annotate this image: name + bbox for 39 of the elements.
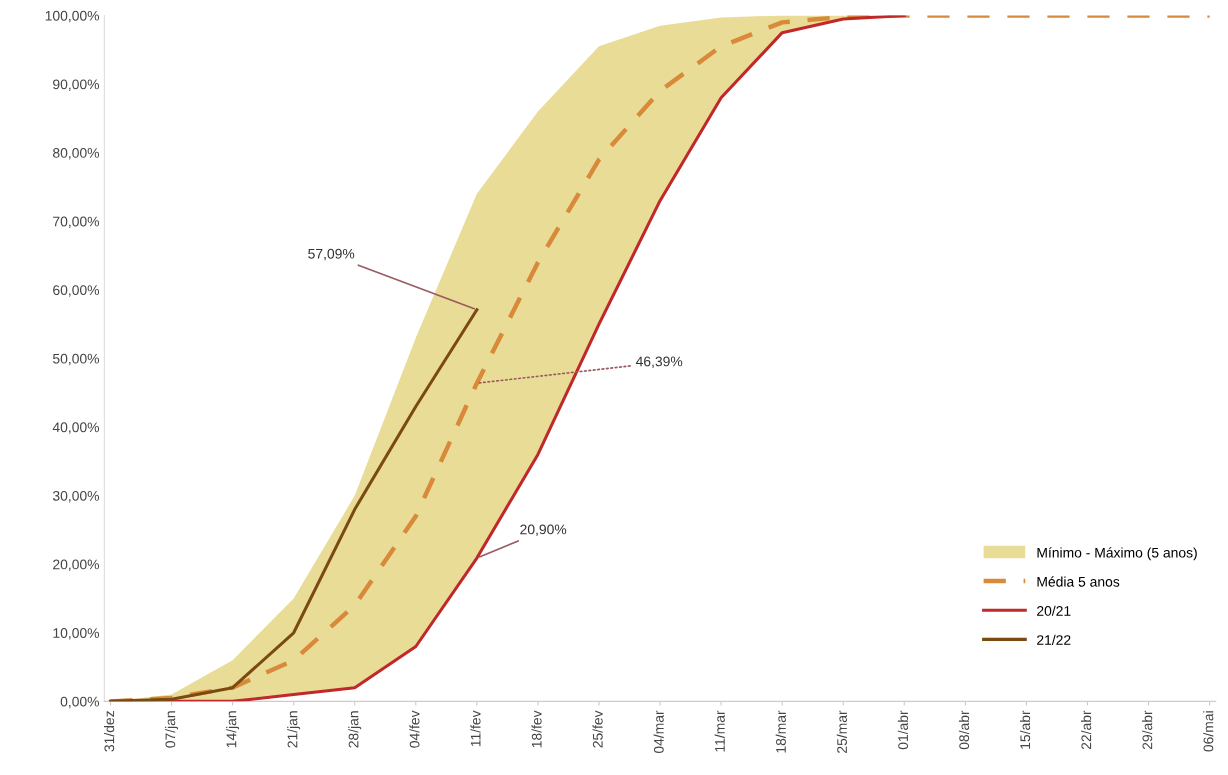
x-tick-label: 18/fev [531, 710, 542, 748]
x-tick-label: 25/mar [836, 710, 847, 753]
legend-label: 21/22 [1037, 634, 1071, 645]
x-tick-label: 07/jan [165, 711, 179, 748]
line-series [108, 308, 479, 702]
x-tick-label: 06/mai [1203, 711, 1214, 752]
annotation: 57,09% [308, 248, 355, 261]
x-tick-label: 18/mar [775, 710, 786, 753]
x-tick-label: 25/fev [592, 710, 603, 748]
y-tick-label: 0,00% [60, 696, 100, 709]
x-tick-label: 21/jan [287, 711, 301, 748]
x-tick-label: 01/abr [897, 710, 909, 750]
annotation: 46,39% [635, 356, 683, 368]
y-tick-label: 100,00% [45, 10, 100, 23]
y-tick-label: 30,00% [52, 490, 100, 503]
y-tick-label: 20,00% [53, 559, 100, 572]
x-tick-label: 28/jan [348, 711, 362, 748]
x-tick-label: 31/dez [104, 711, 115, 752]
x-tick-label: 04/fev [409, 710, 420, 748]
annotation: 20,90% [520, 524, 567, 536]
x-tick-label: 22/abr [1081, 710, 1092, 750]
y-tick-label: 90,00% [53, 79, 100, 91]
y-tick-label: 10,00% [53, 628, 100, 640]
y-tick-label: 50,00% [52, 353, 100, 366]
x-tick-label: 29/abr [1142, 710, 1153, 750]
y-tick-label: 40,00% [52, 422, 100, 434]
x-tick-label: 14/jan [226, 711, 240, 748]
y-tick-label: 70,00% [53, 216, 100, 229]
y-tick-label: 60,00% [53, 285, 100, 297]
line-series [108, 15, 1212, 702]
x-tick-label: 08/abr [958, 710, 970, 750]
y-tick-label: 80,00% [53, 148, 100, 160]
annotation: Mínimo - Máximo (5 anos) [1037, 547, 1197, 561]
x-tick-label: 11/mar [714, 710, 725, 752]
x-tick-label: 04/mar [653, 710, 664, 754]
legend-label: 20/21 [1037, 605, 1071, 616]
x-tick-label: 11/fev [470, 710, 481, 747]
x-tick-label: 15/abr [1019, 710, 1031, 749]
legend-label: Média 5 anos [1037, 576, 1120, 587]
